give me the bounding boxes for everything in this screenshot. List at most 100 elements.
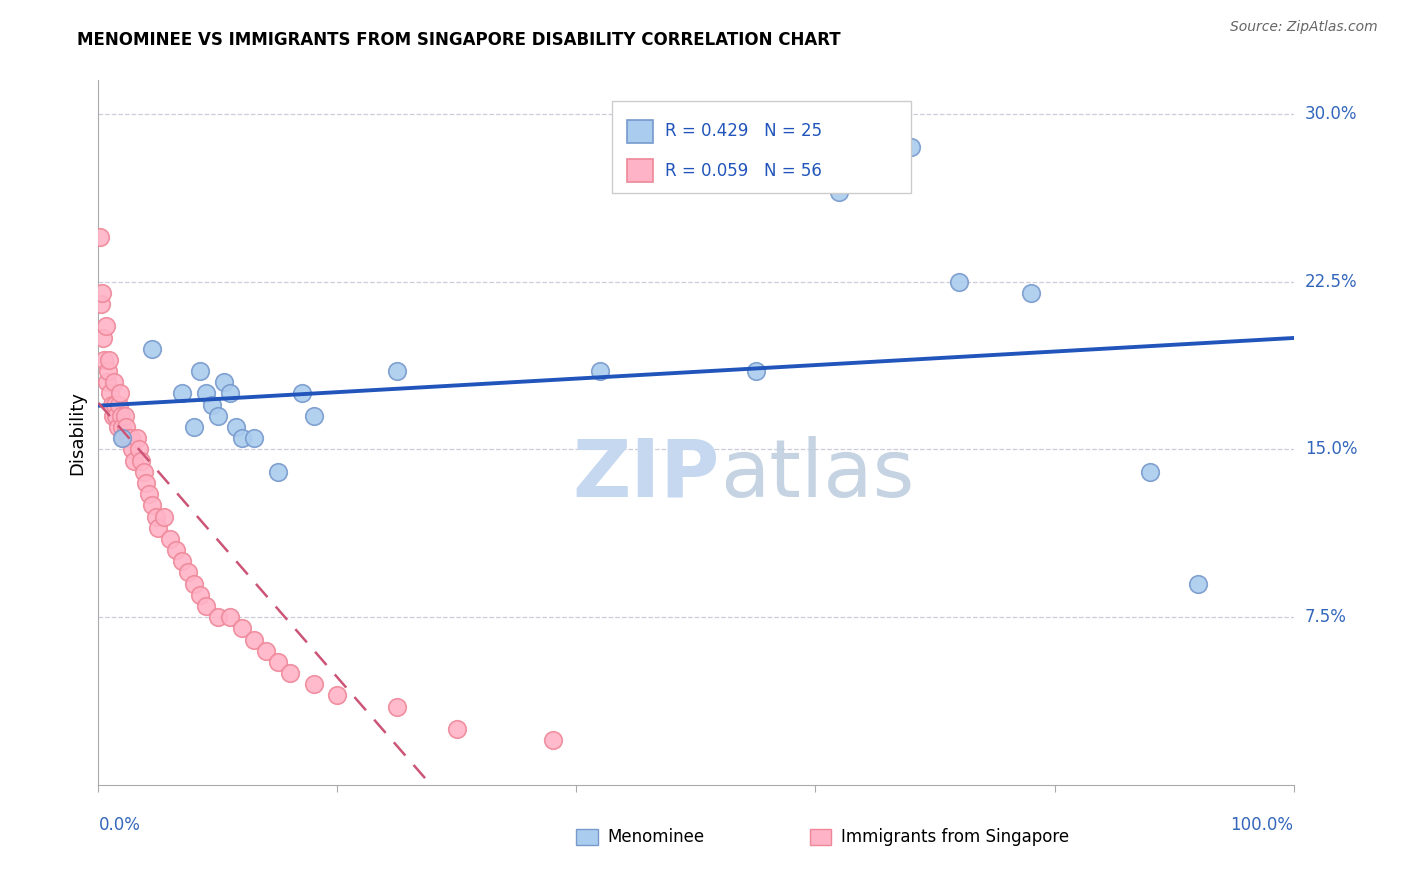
Text: MENOMINEE VS IMMIGRANTS FROM SINGAPORE DISABILITY CORRELATION CHART: MENOMINEE VS IMMIGRANTS FROM SINGAPORE D…: [77, 31, 841, 49]
Point: [302, 677, 325, 691]
Point: [111, 431, 134, 445]
Point: [212, 376, 235, 390]
Point: [101, 409, 124, 423]
Point: [291, 386, 314, 401]
Point: [135, 475, 157, 490]
Point: [900, 140, 922, 154]
Point: [112, 431, 135, 445]
Point: [90, 297, 112, 311]
Point: [385, 364, 409, 378]
Text: Immigrants from Singapore: Immigrants from Singapore: [841, 828, 1069, 847]
Point: [131, 453, 153, 467]
Point: [207, 610, 229, 624]
Text: 7.5%: 7.5%: [1305, 608, 1347, 626]
Bar: [613, 102, 911, 193]
Point: [104, 398, 127, 412]
Point: [278, 666, 301, 681]
Bar: [576, 830, 598, 845]
Point: [589, 364, 612, 378]
Text: 22.5%: 22.5%: [1305, 273, 1357, 291]
Point: [948, 275, 970, 289]
Point: [125, 431, 148, 445]
Text: atlas: atlas: [720, 436, 914, 514]
Point: [107, 398, 129, 412]
Point: [201, 398, 224, 412]
Point: [183, 420, 205, 434]
Point: [219, 610, 242, 624]
Text: Source: ZipAtlas.com: Source: ZipAtlas.com: [1230, 20, 1378, 34]
Y-axis label: Disability: Disability: [69, 391, 87, 475]
Point: [100, 398, 122, 412]
Point: [231, 621, 253, 635]
Point: [254, 644, 277, 658]
Point: [132, 465, 155, 479]
Point: [195, 386, 218, 401]
Text: R = 0.059   N = 56: R = 0.059 N = 56: [665, 161, 821, 180]
Point: [326, 689, 349, 703]
Point: [828, 185, 851, 199]
Text: 100.0%: 100.0%: [1230, 815, 1294, 833]
Point: [541, 733, 564, 747]
Point: [177, 566, 200, 580]
Text: 30.0%: 30.0%: [1305, 105, 1357, 123]
Point: [108, 386, 131, 401]
Text: 0.0%: 0.0%: [98, 815, 141, 833]
Point: [94, 319, 117, 334]
Point: [124, 453, 146, 467]
Point: [105, 409, 128, 423]
Point: [183, 576, 205, 591]
Point: [172, 386, 194, 401]
Point: [243, 431, 266, 445]
Point: [267, 465, 290, 479]
Point: [89, 230, 111, 244]
Point: [98, 386, 122, 401]
Point: [145, 509, 167, 524]
Point: [172, 554, 194, 568]
Point: [96, 376, 118, 390]
Point: [302, 409, 325, 423]
Point: [165, 543, 187, 558]
Point: [1187, 576, 1209, 591]
Point: [115, 420, 138, 434]
Point: [107, 420, 129, 434]
Point: [91, 285, 114, 300]
Point: [103, 376, 125, 390]
Point: [231, 431, 253, 445]
Text: Menominee: Menominee: [607, 828, 704, 847]
Point: [141, 499, 163, 513]
Point: [98, 352, 121, 367]
Text: 15.0%: 15.0%: [1305, 441, 1357, 458]
Bar: [627, 120, 652, 143]
Point: [117, 431, 139, 445]
Point: [110, 409, 132, 423]
Point: [225, 420, 247, 434]
Point: [138, 487, 160, 501]
Point: [1019, 285, 1042, 300]
Point: [141, 342, 163, 356]
Point: [219, 386, 242, 401]
Point: [120, 431, 142, 445]
Point: [1139, 465, 1161, 479]
Bar: [627, 160, 652, 182]
Point: [121, 442, 143, 457]
Point: [745, 364, 768, 378]
Point: [128, 442, 150, 457]
Point: [188, 588, 211, 602]
Point: [91, 330, 114, 344]
Bar: [810, 830, 831, 845]
Point: [207, 409, 229, 423]
Point: [111, 420, 134, 434]
Point: [385, 699, 409, 714]
Text: R = 0.429   N = 25: R = 0.429 N = 25: [665, 122, 823, 140]
Point: [159, 532, 181, 546]
Point: [267, 655, 290, 669]
Point: [93, 352, 115, 367]
Point: [148, 521, 170, 535]
Point: [446, 722, 468, 736]
Text: ZIP: ZIP: [572, 436, 720, 514]
Point: [97, 364, 120, 378]
Point: [243, 632, 266, 647]
Point: [195, 599, 218, 613]
Point: [153, 509, 176, 524]
Point: [114, 409, 136, 423]
